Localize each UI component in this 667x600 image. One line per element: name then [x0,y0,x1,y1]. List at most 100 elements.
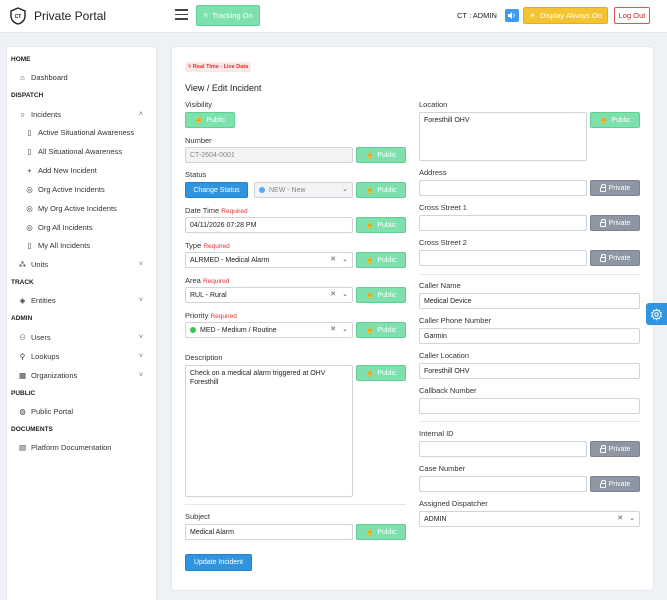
chevron-down-icon: ˅ [138,261,143,268]
speaker-button[interactable] [505,9,519,22]
display-label: Display Always On [539,11,602,20]
internal-id-field[interactable] [419,441,587,457]
hand-icon: ☝ [365,187,375,194]
sidebar-item-label: Users [31,333,51,342]
sidebar-item-lookups[interactable]: ⚲ Lookups ˅ [18,352,143,361]
search-icon: ⚲ [19,352,26,361]
menu-toggle-icon[interactable] [175,9,188,21]
case-number-private-button[interactable]: Private [590,476,640,492]
sidebar-item-org-all-incidents[interactable]: ◎ Org All Incidents [25,223,140,232]
datetime-public-button[interactable]: ☝ Public [356,217,406,233]
realtime-badge-label: Real Time - Live Data [192,64,249,70]
area-public-button[interactable]: ☝ Public [356,287,406,303]
sidebar-item-public-portal[interactable]: ◍ Public Portal [18,407,143,416]
shield-logo-icon: CT [10,7,26,25]
sidebar-item-label: Organizations [31,371,78,380]
sidebar-item-organizations[interactable]: ▦ Organizations ˅ [18,371,143,380]
description-public-button[interactable]: ☝ Public [356,365,406,381]
logout-button[interactable]: Log Out [614,7,650,24]
caller-name-field[interactable]: Medical Device [419,293,640,309]
area-label: Area Required [185,276,229,285]
sidebar-item-label: Incidents [31,110,62,119]
clear-icon[interactable]: ✕ [617,515,624,522]
status-public-button[interactable]: ☝ Public [356,182,406,198]
chevron-down-icon: ⌄ [342,291,348,298]
type-public-button[interactable]: ☝ Public [356,252,406,268]
priority-public-button[interactable]: ☝ Public [356,322,406,338]
internal-id-private-button[interactable]: Private [590,441,640,457]
sidebar-item-incidents[interactable]: ○ Incidents ˄ [18,110,143,119]
datetime-field[interactable]: 04/11/2026 07:28 PM [185,217,353,233]
divider [185,504,406,505]
button-label: Public [611,116,631,124]
units-icon: ⁂ [18,260,27,269]
callback-number-field[interactable] [419,398,640,414]
number-field[interactable]: CT-2604-0001 [185,147,353,163]
sidebar-item-add-new-incident[interactable]: + Add New Incident [25,166,140,175]
cross-street-1-private-button[interactable]: Private [590,215,640,231]
subject-field[interactable]: Medical Alarm [185,524,353,540]
button-label: Private [608,445,631,453]
page-title: View / Edit Incident [185,83,262,93]
clear-icon[interactable]: ✕ [330,326,337,333]
button-label: Public [377,528,397,536]
status-select[interactable]: NEW - New ⌄ [254,182,353,198]
location-textarea[interactable]: Foresthill OHV [419,112,587,161]
sidebar-item-org-active-incidents[interactable]: ◎ Org Active Incidents [25,185,140,194]
sidebar-item-platform-documentation[interactable]: ▤ Platform Documentation [18,443,143,452]
status-dot-icon [259,187,265,193]
update-incident-button[interactable]: Update Incident [185,554,252,571]
sidebar-item-my-all-incidents[interactable]: ▯ My All Incidents [25,241,140,250]
clear-icon[interactable]: ✕ [330,256,337,263]
sidebar-item-users[interactable]: ⚇ Users ˅ [18,333,143,342]
cross-street-2-private-button[interactable]: Private [590,250,640,266]
select-controls: ✕ ⌄ [330,255,348,263]
datetime-label-text: Date Time [185,206,220,215]
cross-street-2-field[interactable] [419,250,587,266]
sidebar-item-all-situational-awareness[interactable]: ▯ All Situational Awareness [25,147,140,156]
home-icon: ⌂ [20,73,25,82]
address-label: Address [419,168,447,177]
required-marker: Required [221,208,248,215]
settings-gear-button[interactable] [646,303,667,325]
assigned-dispatcher-select[interactable]: ADMIN ✕ ⌄ [419,511,640,527]
dispatcher-value: ADMIN [424,515,447,523]
chevron-down-icon: ˅ [138,297,143,304]
sidebar-item-active-situational-awareness[interactable]: ▯ Active Situational Awareness [25,128,140,137]
sidebar-item-units[interactable]: ⁂ Units ˅ [18,260,143,269]
display-always-on-button[interactable]: ☀ Display Always On [523,7,608,24]
description-textarea[interactable]: Check on a medical alarm triggered at OH… [185,365,353,497]
circle-icon: ○ [20,110,25,119]
sidebar-item-label: Units [31,260,49,269]
address-private-button[interactable]: Private [590,180,640,196]
hand-icon: ☝ [365,257,375,264]
address-field[interactable] [419,180,587,196]
lock-icon [599,444,606,453]
sidebar-item-entities[interactable]: ◈ Entities ˅ [18,296,143,305]
book-icon: ▯ [27,241,32,250]
hand-icon: ☝ [365,222,375,229]
button-label: Public [377,186,397,194]
caller-location-field[interactable]: Foresthill OHV [419,363,640,379]
type-label-text: Type [185,241,202,250]
cross-street-1-field[interactable] [419,215,587,231]
area-select[interactable]: RUL - Rural ✕ ⌄ [185,287,353,303]
tracking-toggle-button[interactable]: ⌾ Tracking On [196,5,260,26]
sidebar-item-dashboard[interactable]: ⌂ Dashboard [18,73,143,82]
subject-public-button[interactable]: ☝ Public [356,524,406,540]
globe-icon: ◎ [26,204,33,213]
chevron-down-icon: ˅ [138,334,143,341]
number-public-button[interactable]: ☝ Public [356,147,406,163]
change-status-button[interactable]: Change Status [185,182,248,198]
case-number-field[interactable] [419,476,587,492]
lock-icon [599,253,606,262]
clear-icon[interactable]: ✕ [330,291,337,298]
type-select[interactable]: ALRMED - Medical Alarm ✕ ⌄ [185,252,353,268]
sidebar-item-label: My Org Active Incidents [38,204,117,213]
location-public-button[interactable]: ☝ Public [590,112,640,128]
internal-id-label: Internal ID [419,429,454,438]
caller-phone-field[interactable]: Garmin [419,328,640,344]
visibility-public-button[interactable]: ☝ Public [185,112,235,128]
priority-select[interactable]: MED - Medium / Routine ✕ ⌄ [185,322,353,338]
sidebar-item-my-org-active-incidents[interactable]: ◎ My Org Active Incidents [25,204,140,213]
